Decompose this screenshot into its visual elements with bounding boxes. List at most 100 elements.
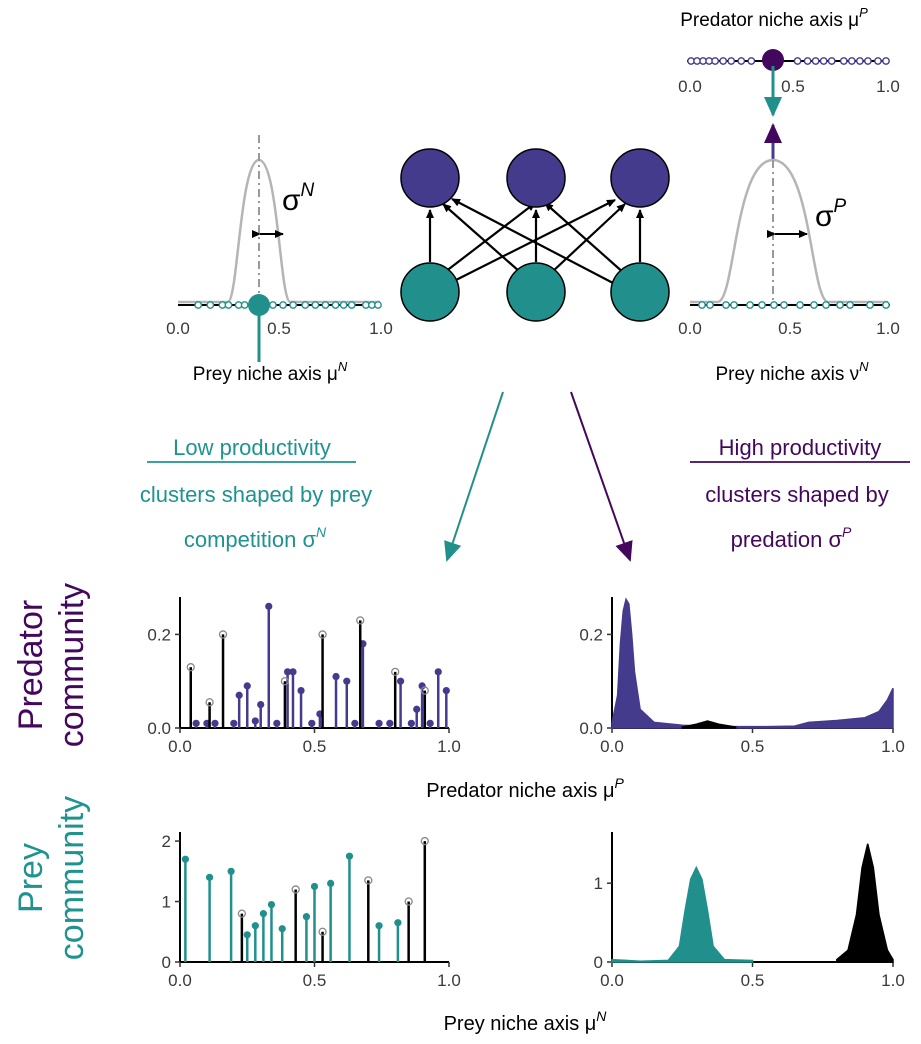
prey-high-productivity-chart: 0.0 0.5 1.0 0 1 [594,832,905,990]
low-productivity-line1: clusters shaped by prey [140,482,372,507]
abundance-point [434,668,442,676]
species-dot [822,301,830,309]
species-dot [698,301,706,309]
species-dot [882,57,890,65]
species-dot [194,301,203,309]
tick-label: 1.0 [876,319,900,338]
y-tick-label: 1 [594,874,603,893]
species-dot [321,301,330,309]
x-tick-label: 0.5 [741,971,765,990]
species-dot [747,57,756,65]
abundance-area [611,597,894,729]
species-dot [240,301,249,309]
species-dot [737,57,746,65]
prey-row-label-2: community [53,796,91,960]
predator-species-dots [687,57,890,65]
abundance-point [442,686,450,695]
competition-kernel-curve [178,158,380,304]
abundance-point [205,698,214,707]
species-dot [719,57,728,65]
tick-label: 1.0 [369,319,393,338]
abundance-point [375,922,383,930]
species-dot [706,301,714,309]
predator-low-productivity-chart: 0.0 0.5 1.0 0.0 0.2 [147,597,461,756]
x-tick-label: 1.0 [881,971,905,990]
abundance-point [391,667,400,677]
abundance-point [251,717,259,725]
predator-axis-title: Predator niche axis μP [680,5,868,31]
abundance-point [284,668,292,676]
high-productivity-arrow [570,391,633,562]
species-dot [839,57,848,65]
species-dot [711,57,720,65]
species-dot [793,57,802,65]
abundance-point [364,876,373,885]
abundance-point [302,913,311,921]
prey-node [610,262,670,322]
x-tick-label: 0.5 [741,737,765,756]
abundance-point [394,919,402,927]
species-dot [796,301,804,309]
species-dot [882,301,890,309]
abundance-point [267,900,276,909]
abundance-point [407,719,415,727]
abundance-point [243,682,251,690]
x-tick-label: 0.5 [303,971,327,990]
tick-label: 0.0 [678,319,702,338]
species-dot [855,57,864,65]
species-dot [311,301,320,309]
tick-label: 1.0 [876,77,900,96]
abundance-point [218,630,228,639]
x-tick-label: 0.0 [600,971,624,990]
species-dot [864,57,872,65]
predator-node [610,148,670,208]
low-productivity-block: Low productivity clusters shaped by prey… [140,435,372,552]
abundance-point [413,705,421,713]
predator-row-label-2: community [53,583,91,747]
predator-node [506,148,566,208]
abundance-point [237,909,247,918]
abundance-area [611,865,754,963]
species-dot [866,301,874,309]
x-tick-label: 1.0 [881,737,905,756]
abundance-point [345,852,354,860]
abundance-point [186,663,195,672]
y-tick-label: 0.0 [147,719,171,738]
species-dot [331,301,340,309]
prey-x-axis-title: Prey niche axis μN [444,1008,608,1035]
abundance-point [386,719,394,727]
y-tick-label: 0.2 [579,625,603,644]
low-productivity-line2: competition σN [184,524,327,552]
species-dot [301,301,310,309]
abundance-point [211,719,219,727]
species-dot [846,301,854,309]
x-tick-label: 1.0 [437,737,461,756]
y-tick-label: 0.0 [579,719,603,738]
abundance-point [230,719,238,727]
tick-label: 0.5 [781,77,805,96]
y-tick-label: 0 [594,953,603,972]
species-dot [770,301,778,309]
species-dot [819,57,828,65]
abundance-area [681,720,737,729]
abundance-point [181,855,189,863]
y-tick-label: 0 [162,953,171,972]
prey-axis-title: Prey niche axis μN [193,359,348,385]
prey-species-dots [698,301,890,309]
species-dot [339,301,348,309]
species-dot [746,301,754,309]
abundance-point [291,885,300,894]
species-dot [722,301,730,309]
species-dot [836,301,844,309]
abundance-point [235,691,243,699]
abundance-point [404,897,413,906]
y-tick-label: 1 [162,893,171,912]
x-tick-label: 0.0 [168,971,192,990]
prey-row-label-1: Prey [12,843,50,913]
sigma-n-label: σN [282,180,315,217]
abundance-point [273,719,281,727]
predation-kernel-curve [690,158,888,304]
prey-kernel-panel: σN 0.0 0.5 1.0 Prey niche axis μN [166,135,393,385]
species-dot [289,301,298,309]
